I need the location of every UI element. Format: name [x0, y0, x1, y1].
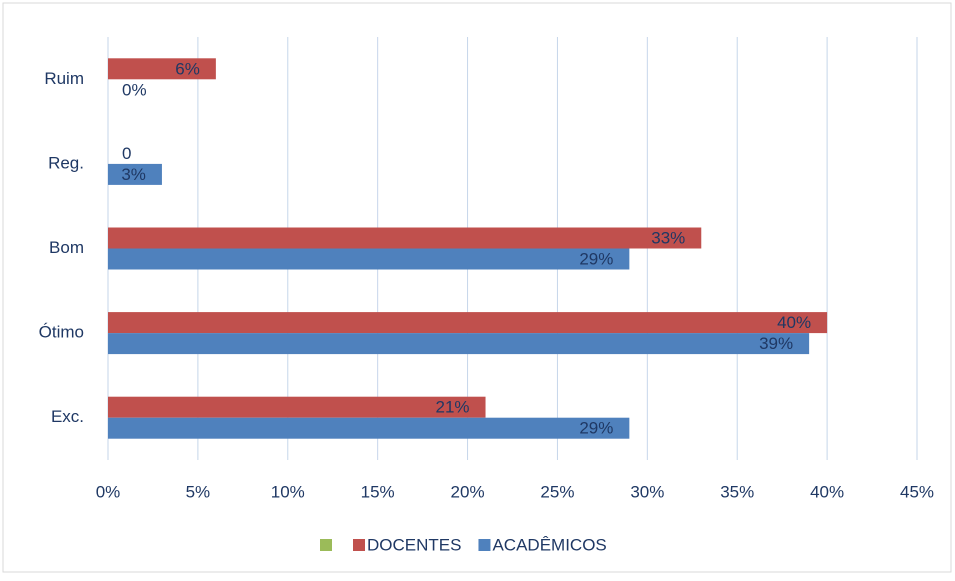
y-tick-label: Exc.	[51, 407, 84, 426]
x-tick-label: 20%	[451, 482, 485, 501]
value-label: 39%	[759, 334, 793, 353]
x-tick-label: 15%	[361, 482, 395, 501]
x-tick-label: 45%	[900, 482, 934, 501]
value-label: 0%	[122, 80, 147, 99]
x-tick-label: 0%	[96, 482, 121, 501]
value-label: 0	[122, 144, 131, 163]
bar	[108, 227, 702, 249]
legend-label: ACADÊMICOS	[492, 535, 606, 554]
value-label: 21%	[436, 398, 470, 417]
chart-border	[2, 2, 952, 573]
bar	[108, 248, 630, 270]
value-label: 29%	[579, 419, 613, 438]
y-tick-label: Bom	[49, 238, 84, 257]
legend-swatch	[478, 539, 491, 551]
x-tick-label: 30%	[630, 482, 664, 501]
x-tick-label: 25%	[540, 482, 574, 501]
bar	[108, 312, 828, 334]
bar	[108, 58, 216, 80]
bar	[108, 333, 810, 355]
y-tick-label: Ótimo	[39, 323, 84, 342]
value-label: 40%	[777, 313, 811, 332]
y-tick-label: Ruim	[44, 69, 84, 88]
y-tick-label: Reg.	[48, 153, 84, 172]
value-label: 33%	[651, 228, 685, 247]
x-tick-label: 40%	[810, 482, 844, 501]
legend-swatch	[320, 539, 332, 551]
value-label: 6%	[175, 59, 200, 78]
x-tick-label: 10%	[271, 482, 305, 501]
bar	[108, 163, 162, 185]
bar	[108, 396, 486, 418]
bar	[108, 417, 630, 439]
legend-label: DOCENTES	[367, 535, 461, 554]
value-label: 3%	[121, 165, 146, 184]
x-tick-label: 5%	[186, 482, 211, 501]
value-label: 29%	[579, 249, 613, 268]
legend-swatch	[353, 539, 365, 551]
x-tick-label: 35%	[720, 482, 754, 501]
